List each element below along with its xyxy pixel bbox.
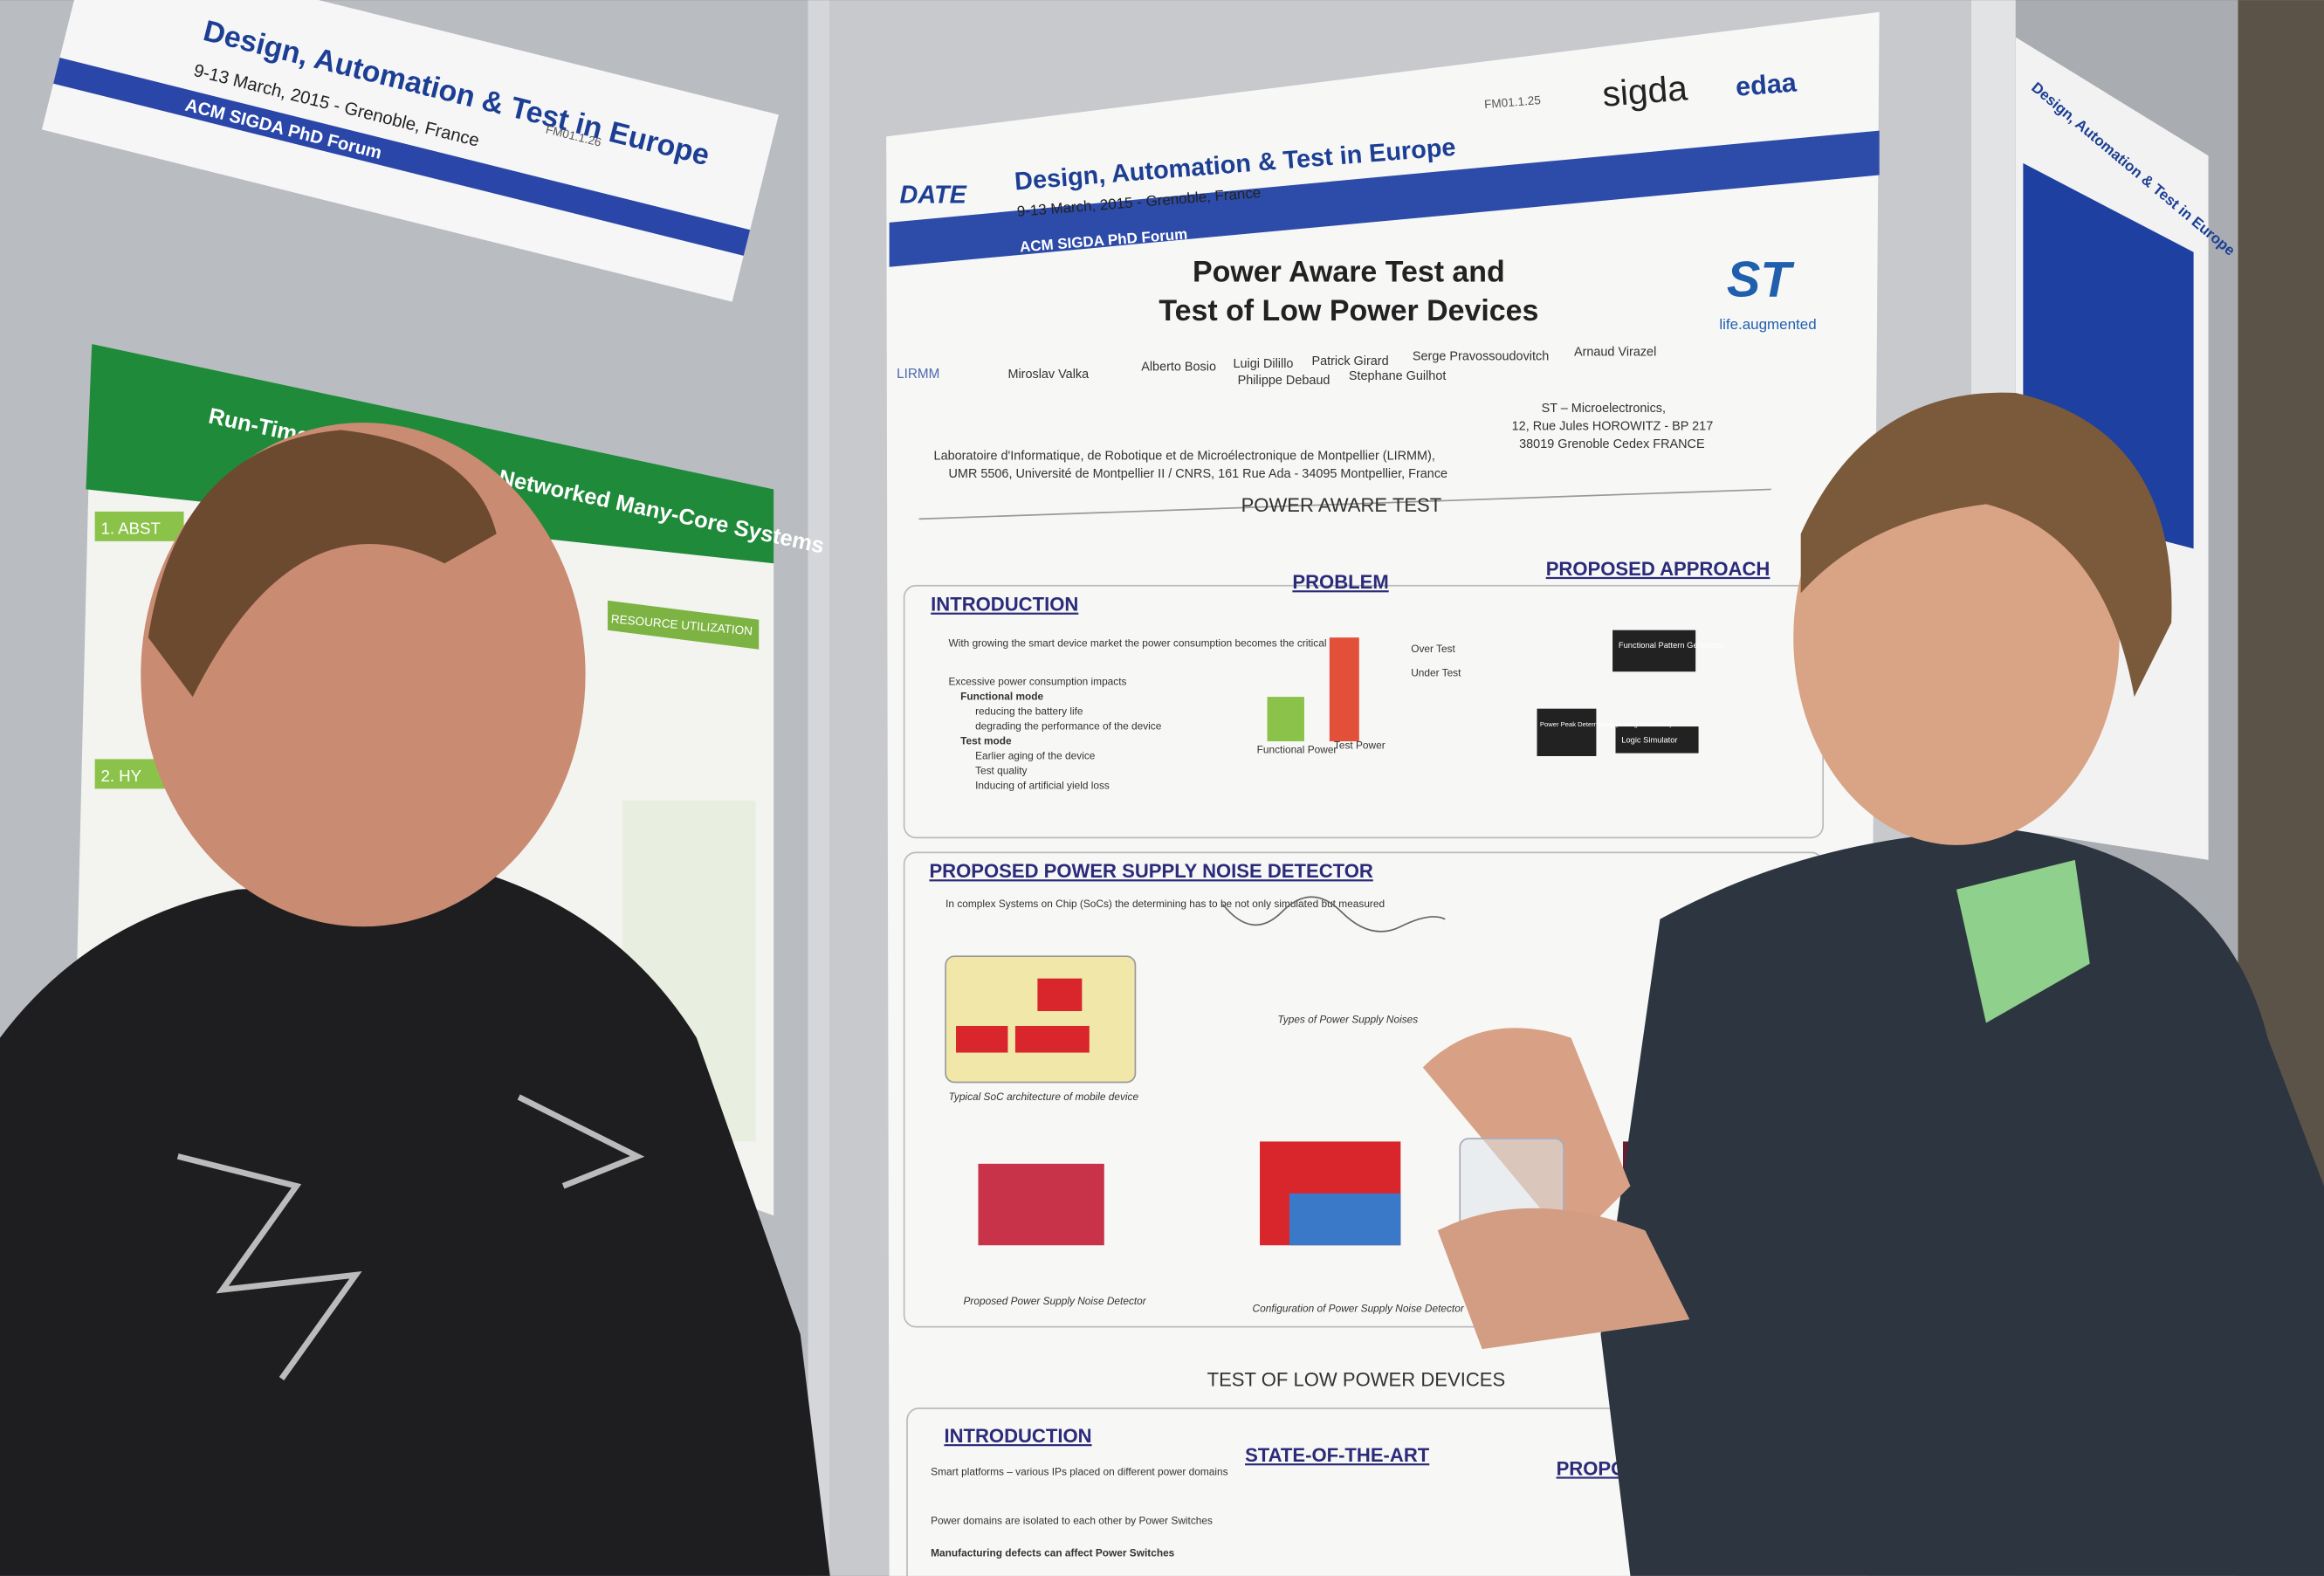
flow-label: Functional Pattern Generator bbox=[1619, 641, 1723, 650]
part-heading: POWER AWARE TEST bbox=[1241, 494, 1442, 516]
author: Luigi Dilillo bbox=[1233, 357, 1293, 371]
bullet: In complex Systems on Chip (SoCs) the de… bbox=[945, 898, 1385, 910]
bullet: Smart platforms – various IPs placed on … bbox=[931, 1465, 1227, 1477]
affiliations: Laboratoire d'Informatique, de Robotique… bbox=[934, 402, 1714, 481]
caption: Configuration of Power Supply Noise Dete… bbox=[1253, 1303, 1465, 1315]
section-title: INTRODUCTION bbox=[944, 1425, 1091, 1447]
flow-label: Power Peak Determining (analog simulatio… bbox=[1540, 720, 1672, 728]
flow-box bbox=[1612, 630, 1696, 672]
bullet: Earlier aging of the device bbox=[975, 749, 1096, 761]
section-title: 1. ABST bbox=[100, 519, 160, 537]
bullet: Excessive power consumption impacts bbox=[949, 676, 1127, 688]
header-band bbox=[53, 58, 751, 256]
bullet: degrading the performance of the device bbox=[975, 719, 1162, 732]
author: Serge Pravossoudovitch bbox=[1413, 350, 1549, 364]
bullet: Manufacturing defects can affect Power S… bbox=[931, 1547, 1175, 1559]
figure-bar bbox=[1267, 697, 1304, 742]
figure-label: Over Test bbox=[1411, 643, 1455, 655]
config-figure bbox=[1289, 1193, 1401, 1246]
affiliation: UMR 5506, Université de Montpellier II /… bbox=[949, 467, 1448, 481]
shirt-pattern bbox=[176, 1094, 645, 1381]
author: Stephane Guilhot bbox=[1349, 369, 1446, 383]
noise-curve bbox=[1221, 896, 1446, 933]
figure-label: Under Test bbox=[1411, 666, 1461, 678]
authors: Miroslav Valka Alberto Bosio Luigi Dilil… bbox=[1007, 346, 1656, 388]
divider bbox=[918, 488, 1771, 520]
author: Philippe Debaud bbox=[1238, 374, 1330, 388]
flow-label: Logic Simulator bbox=[1621, 736, 1677, 745]
st-logo: ST bbox=[1727, 252, 1795, 308]
bullet: With growing the smart device market the… bbox=[949, 637, 1354, 649]
figure-bar bbox=[1329, 637, 1359, 742]
soc-block bbox=[1037, 978, 1083, 1012]
header-code: FM01.1.25 bbox=[1484, 93, 1542, 111]
bullet: reducing the battery life bbox=[975, 705, 1083, 717]
section-title: PROPOSED APPROACH bbox=[1546, 558, 1771, 580]
bullet: Test mode bbox=[960, 734, 1012, 747]
section-title: 2. HY bbox=[100, 767, 141, 785]
flow-box bbox=[1537, 708, 1597, 756]
soc-figure bbox=[945, 955, 1137, 1084]
flow-box bbox=[1615, 726, 1699, 754]
caption: Proposed Power Supply Noise Detector bbox=[964, 1295, 1147, 1307]
figure-label: Functional Power bbox=[1257, 744, 1337, 756]
panel-post bbox=[808, 0, 830, 1576]
section-title: PROPOSED POWER SUPPLY NOISE DETECTOR bbox=[929, 860, 1372, 882]
bullet: Test quality bbox=[975, 764, 1027, 776]
author: Patrick Girard bbox=[1311, 354, 1388, 368]
soc-block bbox=[1014, 1025, 1090, 1053]
intro-bullets: With growing the smart device market the… bbox=[949, 637, 1354, 791]
person-left-body bbox=[0, 874, 830, 1576]
author: Alberto Bosio bbox=[1141, 361, 1216, 375]
section-title: PROBLEM bbox=[1292, 571, 1388, 593]
person-right-hair bbox=[1800, 392, 2172, 698]
section-tag bbox=[94, 511, 184, 541]
caption: Typical SoC architecture of mobile devic… bbox=[949, 1091, 1139, 1103]
sponsor-logo: sigda bbox=[1601, 67, 1689, 114]
left-poster-header: Design, Automation & Test in Europe 9-13… bbox=[41, 0, 780, 302]
person-left-hair bbox=[148, 430, 497, 698]
affiliation: 12, Rue Jules HOROWITZ - BP 217 bbox=[1512, 420, 1714, 434]
figure-label: Test Power bbox=[1334, 740, 1385, 752]
poster-title: Power Aware Test and bbox=[1193, 256, 1505, 289]
bullet: Functional mode bbox=[960, 690, 1043, 702]
soc-block bbox=[956, 1025, 1008, 1053]
author: Arnaud Virazel bbox=[1574, 346, 1656, 360]
person-right-hand bbox=[1437, 1208, 1690, 1350]
company-tagline: life.augmented bbox=[1719, 316, 1816, 333]
affiliation: 38019 Grenoble Cedex FRANCE bbox=[1519, 437, 1704, 451]
lab-logo: LIRMM bbox=[897, 367, 939, 382]
date-logo: DATE bbox=[900, 182, 967, 210]
affiliation: ST – Microelectronics, bbox=[1542, 402, 1666, 416]
person-right-collar bbox=[1956, 859, 2090, 1023]
affiliation: Laboratoire d'Informatique, de Robotique… bbox=[934, 449, 1435, 463]
bullet: Power domains are isolated to each other… bbox=[931, 1514, 1213, 1526]
section-title: INTRODUCTION bbox=[931, 594, 1078, 616]
part2-bullets: Smart platforms – various IPs placed on … bbox=[931, 1465, 1227, 1559]
person-right-hand bbox=[1422, 1028, 1631, 1246]
detector-figure bbox=[978, 1163, 1104, 1246]
poster-title: Test of Low Power Devices bbox=[1159, 294, 1538, 327]
person-right-body bbox=[1600, 829, 2324, 1576]
section-title: STATE-OF-THE-ART bbox=[1245, 1444, 1430, 1466]
bullet: Inducing of artificial yield loss bbox=[975, 779, 1110, 791]
header-band bbox=[889, 130, 1880, 267]
caption: Types of Power Supply Noises bbox=[1277, 1014, 1418, 1026]
author: Miroslav Valka bbox=[1007, 368, 1090, 382]
section-tag bbox=[608, 600, 760, 650]
sponsor-logo: edaa bbox=[1735, 67, 1798, 101]
part-heading: TEST OF LOW POWER DEVICES bbox=[1207, 1369, 1506, 1391]
